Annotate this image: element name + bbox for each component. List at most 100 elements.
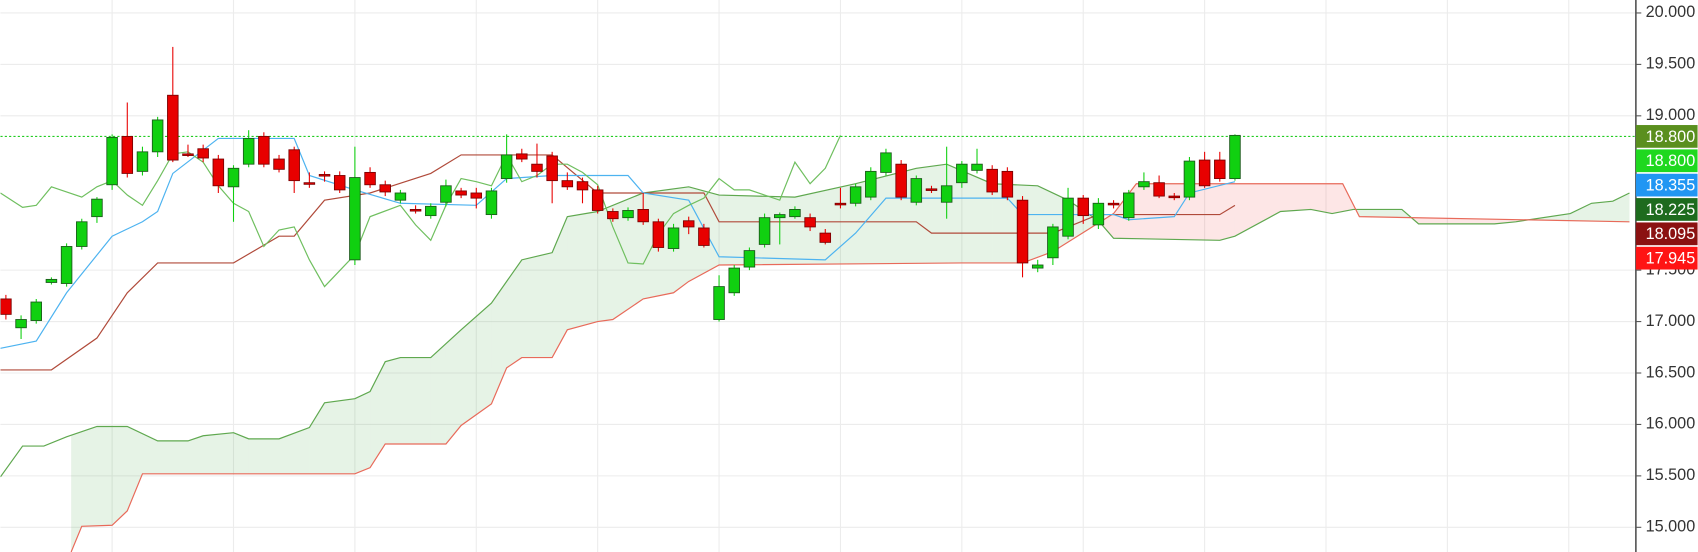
cloud (127, 426, 143, 511)
candle-body (470, 192, 483, 199)
candle-body (394, 192, 407, 201)
candle-body (500, 154, 513, 180)
price-tag (1635, 222, 1698, 246)
candle-body (546, 155, 558, 182)
grid (0, 0, 1635, 552)
candle-body (136, 151, 149, 172)
cloud (324, 398, 355, 474)
cloud (916, 164, 947, 264)
price-tag-label: 18.800 (1646, 152, 1696, 170)
candle-body (561, 180, 574, 188)
candle-body (682, 220, 695, 228)
cloud (279, 427, 310, 474)
cloud (142, 433, 158, 474)
cloud (992, 183, 1023, 263)
candle-body (349, 177, 361, 261)
cloud (1310, 183, 1333, 214)
candle-body (591, 189, 604, 211)
cloud (1099, 213, 1114, 239)
cloud (1494, 219, 1516, 224)
cloud (370, 361, 386, 468)
cloud (1612, 192, 1630, 222)
y-axis-labels: 15.00015.50016.00016.50017.00017.50019.0… (1635, 3, 1698, 536)
price-tag-label: 18.225 (1646, 201, 1696, 219)
candle-body (698, 227, 710, 246)
candle-body (1077, 197, 1089, 217)
candle-body (637, 209, 649, 223)
cloud (567, 211, 598, 330)
candle-body (212, 158, 225, 187)
candle-body (76, 221, 88, 247)
price-tag (1635, 149, 1698, 173)
candle-body (409, 209, 422, 212)
candle-body (15, 319, 27, 329)
cloud (612, 192, 644, 320)
cloud (1591, 201, 1613, 222)
candle-body (925, 188, 938, 191)
candle-body (242, 138, 255, 165)
candle-body (895, 163, 907, 198)
cloud (309, 402, 325, 474)
candle-body (227, 167, 240, 188)
cloud (1280, 183, 1311, 212)
candle-body (485, 190, 498, 216)
y-tick-label: 16.000 (1646, 415, 1696, 433)
candle-body (182, 153, 194, 156)
candle-body (151, 119, 164, 153)
candle-body (121, 135, 134, 174)
candle-body (333, 175, 346, 191)
y-tick-label: 20.000 (1646, 3, 1696, 21)
price-tag-label: 18.095 (1646, 225, 1696, 243)
cloud (491, 281, 507, 404)
cloud (855, 168, 917, 264)
candle-body (1153, 182, 1165, 197)
price-tag (1635, 198, 1698, 221)
cloud (354, 391, 371, 474)
candle-body (743, 250, 756, 268)
candle-body (865, 170, 877, 198)
candle-body (379, 184, 391, 193)
cloud (1570, 203, 1592, 222)
y-tick-label: 15.000 (1646, 518, 1696, 536)
candle-body (728, 267, 740, 294)
candle-body (1198, 159, 1211, 187)
candle-body (258, 135, 270, 165)
candle-body (364, 171, 376, 186)
cloud (506, 259, 522, 368)
candle-body (455, 190, 467, 196)
candle-body (1062, 197, 1074, 237)
candle-body (758, 217, 771, 245)
cloud (71, 431, 82, 552)
cloud (1342, 183, 1354, 212)
candle-body (1168, 195, 1181, 199)
candle-body (880, 152, 892, 173)
cloud (385, 357, 401, 444)
y-tick-label: 16.500 (1646, 363, 1696, 381)
candle-body (1031, 264, 1044, 269)
cloud (961, 170, 993, 263)
candle-body (774, 214, 786, 219)
price-tag-label: 18.800 (1646, 128, 1696, 146)
cloud (461, 303, 492, 426)
price-tag-label: 18.355 (1646, 176, 1696, 194)
cloud (248, 438, 280, 474)
candle-body (789, 209, 801, 218)
candle-body (956, 163, 968, 184)
candle-body (940, 185, 953, 203)
candle-body (713, 286, 725, 320)
candle-body (1138, 181, 1150, 188)
candle-body (30, 301, 42, 321)
candle-body (167, 94, 179, 161)
candle-body (425, 205, 437, 217)
candle-body (303, 182, 316, 185)
cloud (445, 329, 462, 444)
cloud (187, 435, 204, 474)
cloud (1332, 183, 1343, 214)
candle-body (849, 186, 862, 204)
candle-body (1123, 192, 1135, 219)
cloud (430, 343, 446, 444)
cloud (112, 426, 128, 526)
candle-body (834, 202, 847, 206)
